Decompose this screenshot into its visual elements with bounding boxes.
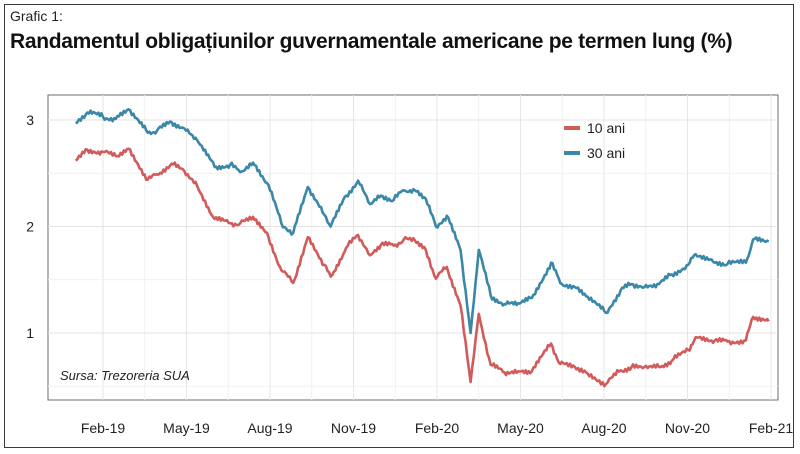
x-tick-label: Feb-19: [81, 420, 126, 436]
y-axis-ticks: 1 2 3: [26, 112, 34, 341]
y-tick-label: 3: [26, 112, 34, 128]
grid-lines: [48, 95, 778, 400]
series-line-30-ani: [75, 108, 770, 335]
x-tick-label: Nov-19: [331, 420, 376, 436]
chart-title: Randamentul obligațiunilor guvernamental…: [10, 30, 733, 53]
x-tick-label: Aug-20: [581, 420, 626, 436]
x-axis-ticks: Feb-19 May-19 Aug-19 Nov-19 Feb-20 May-20 Aug-…: [81, 420, 794, 436]
source-note: Sursa: Trezoreria SUA: [60, 368, 190, 383]
x-tick-label: Aug-19: [247, 420, 292, 436]
legend: 10 ani 30 ani: [564, 120, 625, 161]
y-tick-label: 2: [26, 219, 34, 235]
figure-label: Grafic 1:: [10, 8, 63, 24]
x-tick-label: Feb-21: [749, 420, 794, 436]
x-tick-label: May-19: [163, 420, 210, 436]
legend-label: 10 ani: [587, 120, 625, 136]
plot-area: [47, 94, 779, 401]
y-tick-label: 1: [26, 325, 34, 341]
x-tick-label: Nov-20: [665, 420, 710, 436]
x-tick-label: May-20: [497, 420, 544, 436]
legend-label: 30 ani: [587, 145, 625, 161]
series-lines: [74, 108, 770, 388]
series-line-10-ani: [74, 147, 770, 388]
x-tick-label: Feb-20: [415, 420, 460, 436]
